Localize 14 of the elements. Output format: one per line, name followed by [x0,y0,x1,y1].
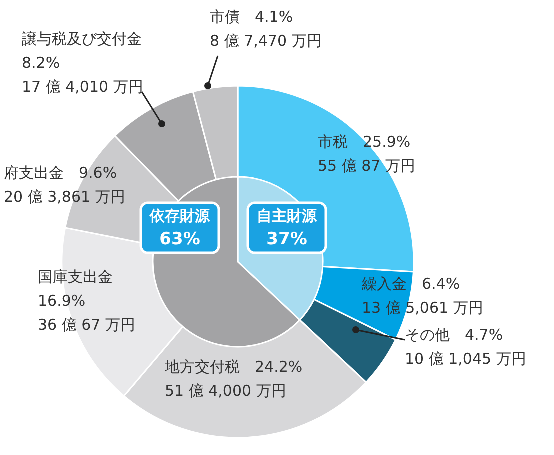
slice-label: 依存財源 [149,206,211,225]
slice-label: 地方交付税 24.2% 51 億 4,000 万円 [164,358,303,400]
data-label: 63% [160,229,200,250]
slice-label: 自主財源 [257,206,318,225]
slice-label: 繰入金 6.4% 13 億 5,061 万円 [361,275,484,317]
slice-label: 譲与税及び交付金 [22,30,142,48]
slice-label: その他 4.7% 10 億 1,045 万円 [405,326,526,368]
slice-label: 市税 25.9% 55 億 87 万円 [318,133,416,175]
slice-label: 国庫支出金 [38,268,113,286]
slice-label: 市債 4.1% 8 億 7,470 万円 [210,8,322,50]
slice-label: 府支出金 9.6% 20 億 3,861 万円 [4,164,126,206]
data-label: 8.2% 17 億 4,010 万円 [22,54,144,96]
data-label: 16.9% 36 億 67 万円 [38,292,136,334]
data-label: 37% [266,229,308,250]
